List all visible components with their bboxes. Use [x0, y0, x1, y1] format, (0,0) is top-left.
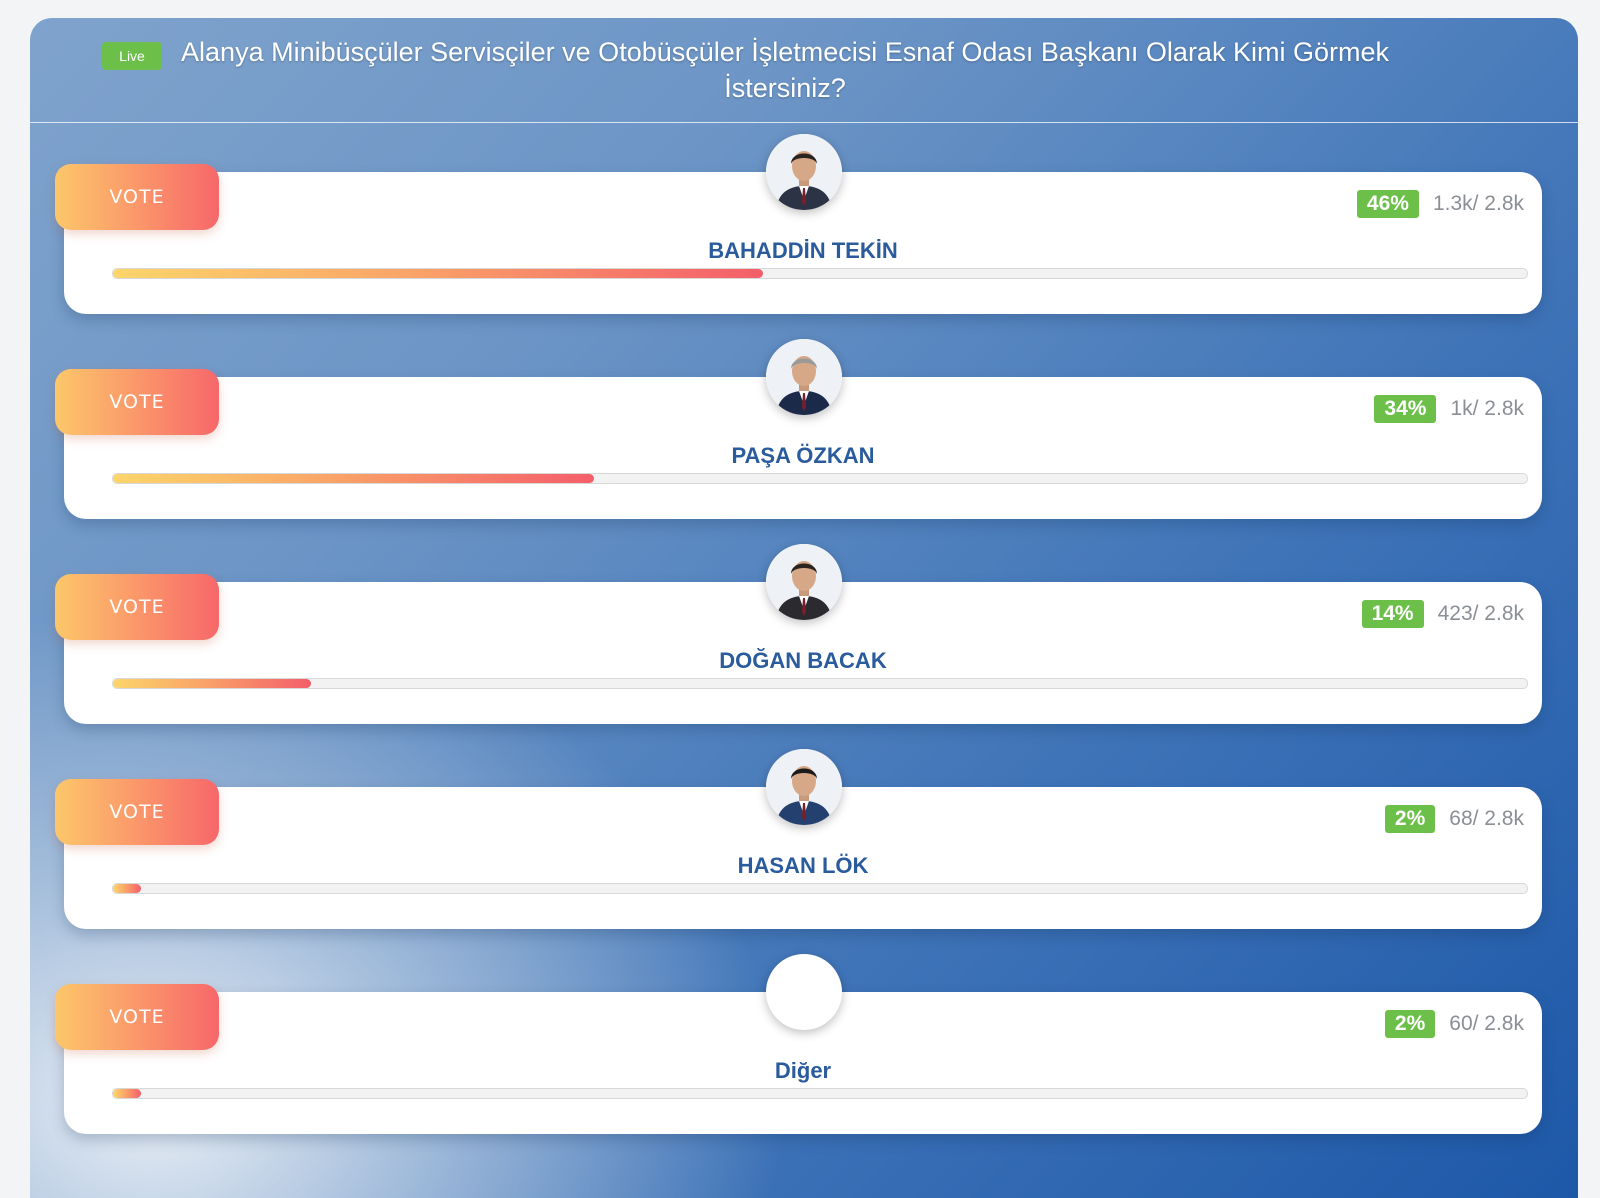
progress-fill — [113, 679, 311, 688]
candidate-row: VOTE PAŞA ÖZKAN 34% 1k/ 2.8k — [30, 339, 1578, 519]
candidate-name: HASAN LÖK — [737, 853, 869, 878]
progress-track — [112, 473, 1528, 484]
live-badge: Live — [102, 42, 162, 70]
vote-count: 1.3k/ 2.8k — [1432, 192, 1524, 215]
candidate-stats: 2% 60/ 2.8k — [1384, 1010, 1524, 1038]
person-icon — [766, 134, 842, 210]
progress-fill — [113, 474, 594, 483]
vote-count: 423/ 2.8k — [1437, 602, 1524, 625]
candidate-name: Diğer — [774, 1058, 832, 1083]
candidate-avatar — [766, 134, 842, 210]
person-icon — [766, 339, 842, 415]
percent-badge: 14% — [1361, 600, 1424, 628]
candidate-row: VOTE DOĞAN BACAK 14% 423/ 2.8k — [30, 544, 1578, 724]
candidate-row: VOTE Diğer 2% 60/ 2.8k — [30, 954, 1578, 1134]
candidate-stats: 14% 423/ 2.8k — [1361, 600, 1524, 628]
candidate-stats: 2% 68/ 2.8k — [1384, 805, 1524, 833]
vote-button[interactable]: VOTE — [55, 164, 219, 230]
percent-badge: 2% — [1384, 805, 1436, 833]
candidate-name: PAŞA ÖZKAN — [731, 443, 875, 468]
poll-title: Alanya Minibüsçüler Servisçiler ve Otobü… — [181, 37, 1389, 103]
vote-count: 1k/ 2.8k — [1450, 397, 1524, 420]
vote-button[interactable]: VOTE — [55, 984, 219, 1050]
candidate-name: BAHADDİN TEKİN — [708, 238, 898, 263]
progress-fill — [113, 1089, 142, 1098]
percent-badge: 2% — [1384, 1010, 1436, 1038]
person-icon — [766, 749, 842, 825]
progress-track — [112, 678, 1528, 689]
vote-button[interactable]: VOTE — [55, 574, 219, 640]
vote-button[interactable]: VOTE — [55, 369, 219, 435]
progress-track — [112, 1088, 1528, 1099]
candidate-stats: 34% 1k/ 2.8k — [1374, 395, 1524, 423]
progress-fill — [113, 269, 764, 278]
candidate-name: DOĞAN BACAK — [719, 648, 887, 673]
progress-track — [112, 883, 1528, 894]
candidate-row: VOTE HASAN LÖK 2% 68/ 2.8k — [30, 749, 1578, 929]
vote-button[interactable]: VOTE — [55, 779, 219, 845]
person-icon — [766, 544, 842, 620]
percent-badge: 34% — [1374, 395, 1437, 423]
candidate-avatar — [766, 749, 842, 825]
candidate-avatar — [766, 544, 842, 620]
progress-track — [112, 268, 1528, 279]
poll-panel: Live Alanya Minibüsçüler Servisçiler ve … — [30, 18, 1578, 1198]
candidate-avatar — [766, 339, 842, 415]
progress-fill — [113, 884, 142, 893]
poll-header: Live Alanya Minibüsçüler Servisçiler ve … — [30, 18, 1578, 123]
vote-count: 68/ 2.8k — [1449, 807, 1524, 830]
candidate-stats: 46% 1.3k/ 2.8k — [1356, 190, 1524, 218]
vote-count: 60/ 2.8k — [1449, 1012, 1524, 1035]
candidate-row: VOTE BAHADDİN TEKİN 46% 1.3k/ 2.8k — [30, 134, 1578, 314]
percent-badge: 46% — [1356, 190, 1419, 218]
candidate-avatar — [766, 954, 842, 1030]
